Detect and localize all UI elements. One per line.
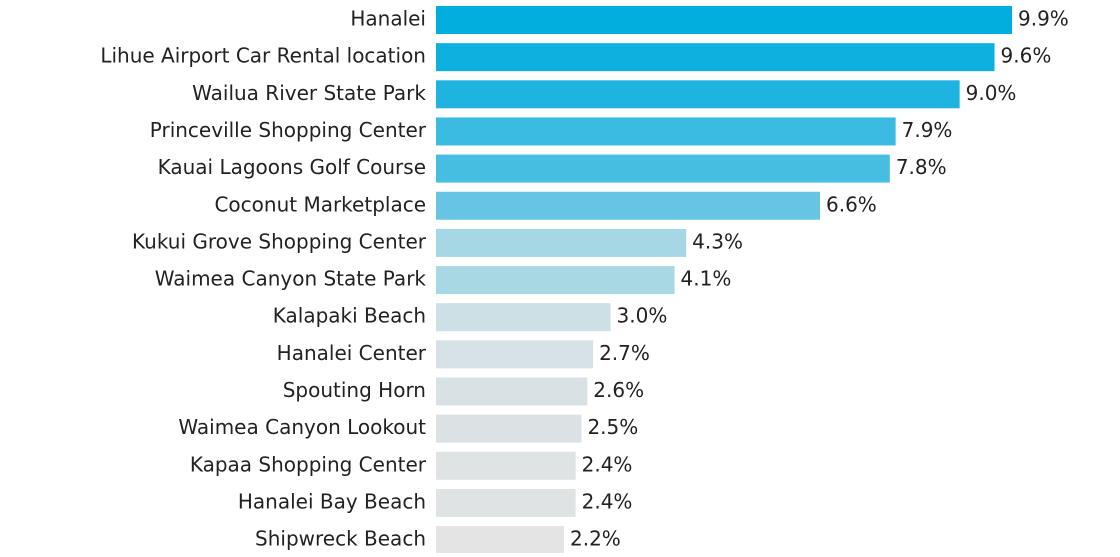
value-label: 9.6% — [1001, 44, 1052, 68]
bar — [436, 488, 576, 517]
value-label: 2.4% — [582, 489, 633, 513]
category-label: Kukui Grove Shopping Center — [132, 229, 427, 253]
bar — [436, 340, 594, 369]
value-label: 2.6% — [593, 378, 644, 402]
category-label: Coconut Marketplace — [214, 192, 426, 216]
category-label: Waimea Canyon State Park — [155, 267, 427, 291]
bar — [436, 191, 820, 220]
bar — [436, 266, 675, 295]
bar — [436, 228, 687, 257]
category-label: Spouting Horn — [283, 378, 426, 402]
value-label: 4.1% — [681, 267, 732, 291]
value-label: 2.4% — [582, 452, 633, 476]
value-label: 6.6% — [826, 192, 877, 216]
bar — [436, 154, 890, 183]
category-label: Waimea Canyon Lookout — [178, 415, 426, 439]
bar — [436, 414, 582, 443]
bar — [436, 117, 896, 146]
category-label: Wailua River State Park — [192, 81, 426, 105]
value-label: 3.0% — [617, 304, 668, 328]
category-label: Shipwreck Beach — [255, 527, 426, 551]
category-label: Hanalei Bay Beach — [238, 489, 426, 513]
bar — [436, 377, 588, 406]
value-label: 2.7% — [599, 341, 650, 365]
value-label: 2.2% — [570, 527, 621, 551]
category-label: Hanalei — [350, 7, 426, 31]
value-label: 7.8% — [896, 155, 947, 179]
value-label: 9.0% — [966, 81, 1017, 105]
bar — [436, 43, 995, 72]
category-label: Kauai Lagoons Golf Course — [158, 155, 426, 179]
bar — [436, 6, 1012, 34]
category-label: Hanalei Center — [277, 341, 427, 365]
value-label: 2.5% — [587, 415, 638, 439]
bar — [436, 526, 564, 555]
category-label: Princeville Shopping Center — [150, 118, 427, 142]
category-label: Kalapaki Beach — [273, 304, 426, 328]
value-label: 9.9% — [1018, 7, 1069, 31]
value-label: 4.3% — [692, 229, 743, 253]
value-label: 7.9% — [902, 118, 953, 142]
category-label: Kapaa Shopping Center — [190, 452, 427, 476]
bar — [436, 303, 611, 332]
bar — [436, 451, 576, 480]
category-label: Lihue Airport Car Rental location — [100, 44, 426, 68]
bar — [436, 80, 960, 109]
